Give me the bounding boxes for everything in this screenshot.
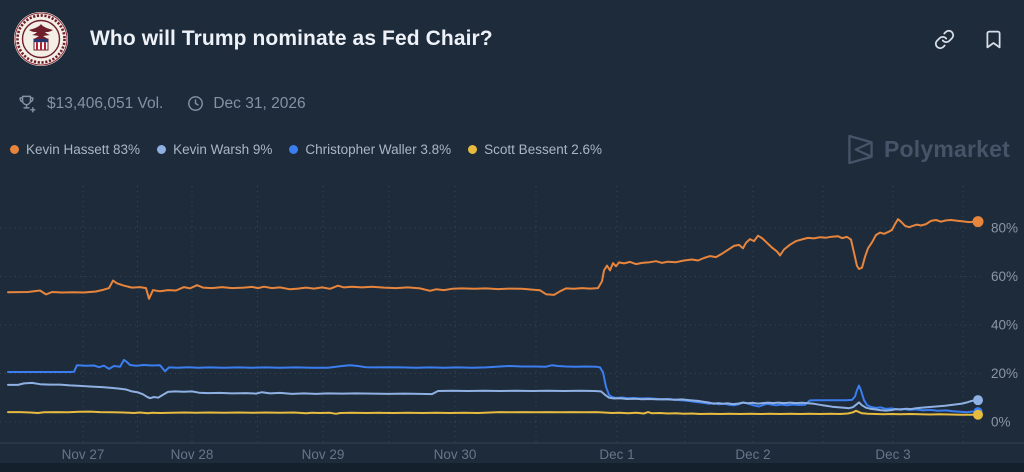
waller-dot-icon <box>289 145 299 154</box>
svg-text:Dec 2: Dec 2 <box>735 447 770 462</box>
svg-text:20%: 20% <box>991 366 1018 381</box>
svg-text:0%: 0% <box>991 415 1011 430</box>
federal-reserve-seal-icon <box>14 12 68 66</box>
trophy-icon <box>19 95 36 113</box>
chart-legend: Kevin Hassett 83% Kevin Warsh 9% Christo… <box>10 142 602 157</box>
warsh-dot-icon <box>157 145 167 154</box>
legend-item-warsh[interactable]: Kevin Warsh 9% <box>157 142 272 157</box>
legend-item-hassett[interactable]: Kevin Hassett 83% <box>10 142 140 157</box>
hassett-dot-icon <box>10 145 19 154</box>
svg-text:Dec 3: Dec 3 <box>875 447 910 462</box>
volume-label: $13,406,051 Vol. <box>47 94 164 112</box>
polymarket-watermark: Polymarket <box>847 134 1010 165</box>
svg-text:Nov 29: Nov 29 <box>302 447 345 462</box>
svg-text:80%: 80% <box>991 220 1018 235</box>
bottom-divider <box>0 463 1024 472</box>
legend-label: Christopher Waller 3.8% <box>305 142 452 157</box>
legend-label: Kevin Hassett 83% <box>26 142 141 157</box>
end-date-label: Dec 31, 2026 <box>213 94 306 112</box>
market-logo <box>14 12 68 66</box>
legend-item-waller[interactable]: Christopher Waller 3.8% <box>289 142 451 157</box>
price-chart[interactable]: Nov 27 Nov 28 Nov 29 Nov 30 Dec 1 Dec 2 Dec 3 0… <box>0 170 1024 463</box>
bookmark-icon[interactable] <box>983 29 1004 50</box>
bessent-dot-icon <box>468 145 478 154</box>
svg-text:40%: 40% <box>991 317 1018 332</box>
svg-text:Nov 30: Nov 30 <box>434 447 477 462</box>
legend-label: Kevin Warsh 9% <box>173 142 273 157</box>
legend-item-bessent[interactable]: Scott Bessent 2.6% <box>468 142 602 157</box>
market-stats: $13,406,051 Vol. Dec 31, 2026 <box>17 94 306 113</box>
svg-text:Nov 27: Nov 27 <box>62 447 105 462</box>
legend-label: Scott Bessent 2.6% <box>484 142 602 157</box>
market-header: Who will Trump nominate as Fed Chair? <box>14 12 1004 66</box>
svg-text:Nov 28: Nov 28 <box>171 447 214 462</box>
svg-text:Dec 1: Dec 1 <box>599 447 634 462</box>
polymarket-logo-icon <box>848 134 873 165</box>
copy-link-icon[interactable] <box>934 29 955 50</box>
clock-icon <box>188 96 204 111</box>
page-title: Who will Trump nominate as Fed Chair? <box>90 27 493 50</box>
svg-text:60%: 60% <box>991 269 1018 284</box>
polymarket-wordmark: Polymarket <box>883 136 1010 162</box>
legend-row: Kevin Hassett 83% Kevin Warsh 9% Christo… <box>10 134 1010 165</box>
